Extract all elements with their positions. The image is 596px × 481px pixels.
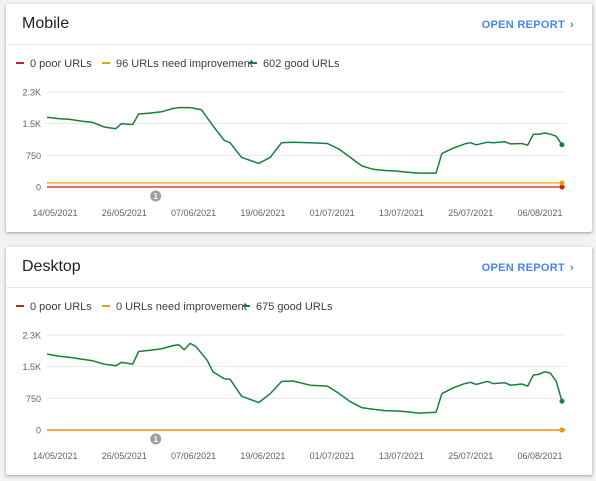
y-tick-label: 0 <box>36 183 41 193</box>
legend-label: 96 URLs need improvement <box>116 58 253 70</box>
x-tick-label: 13/07/2021 <box>379 451 424 461</box>
series-end-dot <box>559 142 565 148</box>
y-tick-label: 1.5K <box>22 119 41 129</box>
mobile-report-card: Mobile OPEN REPORT › 0 poor URLs 96 URLs … <box>6 4 592 232</box>
annotation-marker-icon <box>150 433 162 445</box>
chevron-right-icon: › <box>570 262 574 274</box>
x-tick-label: 26/05/2021 <box>102 208 147 218</box>
chevron-right-icon: › <box>570 19 574 31</box>
legend-label: 0 poor URLs <box>30 58 92 70</box>
x-tick-label: 14/05/2021 <box>32 451 77 461</box>
legend-item-poor[interactable]: 0 poor URLs <box>16 58 92 70</box>
legend-item-needs-improvement[interactable]: 96 URLs need improvement <box>102 58 253 70</box>
y-tick-label: 750 <box>26 151 41 161</box>
y-tick-label: 750 <box>26 394 41 404</box>
x-tick-label: 06/08/2021 <box>517 451 562 461</box>
legend-item-poor[interactable]: 0 poor URLs <box>16 301 92 313</box>
y-tick-label: 0 <box>36 426 41 436</box>
legend-label: 0 URLs need improvement <box>116 301 247 313</box>
card-title: Desktop <box>22 258 81 275</box>
legend-item-needs-improvement[interactable]: 0 URLs need improvement <box>102 301 247 313</box>
card-header: Desktop OPEN REPORT › <box>6 247 592 288</box>
x-tick-label: 19/06/2021 <box>240 208 285 218</box>
legend-label: 0 poor URLs <box>30 301 92 313</box>
series-line <box>46 106 563 174</box>
annotation-marker-icon <box>150 190 162 202</box>
desktop-status-chart: 2.3K 1.5K 750 0 14/05/2021 26/05/2021 07/06/20… <box>22 331 566 461</box>
annotation-label: 1 <box>153 192 158 201</box>
x-tick-label: 07/06/2021 <box>171 208 216 218</box>
card-title: Mobile <box>22 15 70 32</box>
legend-swatch-icon <box>242 305 250 308</box>
open-report-label: OPEN REPORT <box>481 262 566 274</box>
x-tick-label: 26/05/2021 <box>102 451 147 461</box>
legend-swatch-icon <box>249 62 257 65</box>
legend-swatch-icon <box>102 62 110 65</box>
legend-label: 602 good URLs <box>263 58 340 70</box>
series-end-dot <box>559 180 565 186</box>
y-tick-label: 2.3K <box>22 331 41 341</box>
legend-item-good[interactable]: 675 good URLs <box>242 301 332 313</box>
x-tick-label: 13/07/2021 <box>379 208 424 218</box>
x-tick-label: 01/07/2021 <box>310 451 355 461</box>
x-tick-label: 25/07/2021 <box>448 208 493 218</box>
annotation-label: 1 <box>153 435 158 444</box>
x-tick-label: 06/08/2021 <box>517 208 562 218</box>
x-tick-label: 07/06/2021 <box>171 451 216 461</box>
legend-swatch-icon <box>16 305 24 308</box>
legend-item-good[interactable]: 602 good URLs <box>249 58 339 70</box>
legend-swatch-icon <box>102 305 110 308</box>
series-line <box>46 342 563 414</box>
legend-label: 675 good URLs <box>256 301 333 313</box>
x-tick-label: 25/07/2021 <box>448 451 493 461</box>
open-report-link[interactable]: OPEN REPORT › <box>482 262 574 274</box>
card-header: Mobile OPEN REPORT › <box>6 4 592 45</box>
series-end-dot <box>559 184 565 190</box>
x-tick-label: 14/05/2021 <box>32 208 77 218</box>
open-report-link[interactable]: OPEN REPORT › <box>482 19 574 31</box>
open-report-label: OPEN REPORT <box>481 19 566 31</box>
y-tick-label: 2.3K <box>22 88 41 98</box>
mobile-status-chart: 2.3K 1.5K 750 0 14/05/2021 26/05/2021 07/06/20… <box>22 88 566 218</box>
x-tick-label: 19/06/2021 <box>240 451 285 461</box>
series-end-dot <box>559 427 565 433</box>
legend-swatch-icon <box>16 62 24 65</box>
x-tick-label: 01/07/2021 <box>310 208 355 218</box>
desktop-report-card: Desktop OPEN REPORT › 0 poor URLs 0 URLs … <box>6 247 592 475</box>
series-end-dot <box>559 398 565 404</box>
y-tick-label: 1.5K <box>22 362 41 372</box>
